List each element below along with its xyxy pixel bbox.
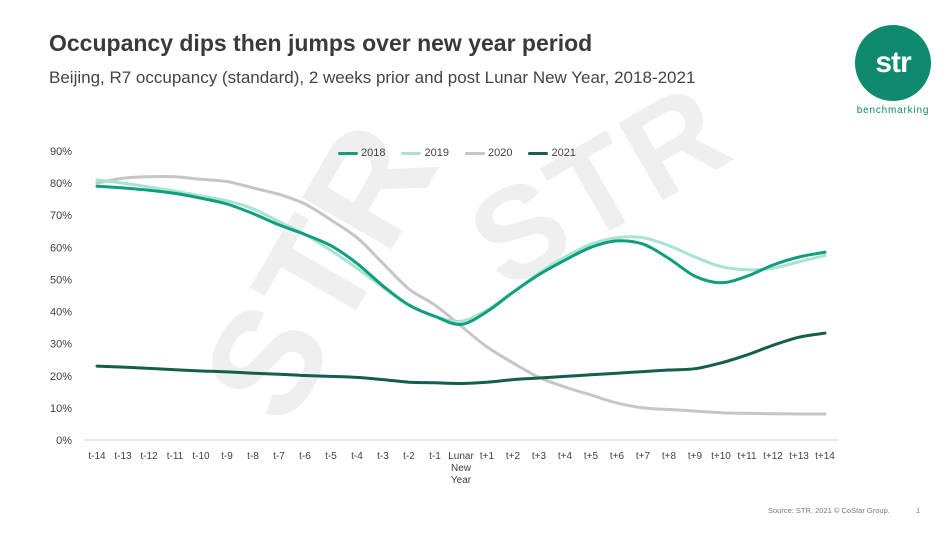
- chart-title: Occupancy dips then jumps over new year …: [49, 30, 593, 56]
- x-axis: t-14 t-13 t-12 t-11 t-10 t-9 t-8 t-7 t-6 t-5 t-4 t-…: [84, 439, 838, 486]
- x-tick-label: t+2: [506, 451, 521, 462]
- x-tick-label: t+14: [815, 451, 835, 462]
- x-tick-label: t+10: [711, 451, 731, 462]
- legend-item-2021: 2021: [528, 147, 576, 159]
- x-tick-label: t-11: [167, 451, 184, 462]
- series-lines: [95, 174, 827, 416]
- y-tick-label: 50%: [50, 274, 72, 286]
- legend-label: 2018: [361, 147, 386, 159]
- x-tick-label: t+5: [584, 451, 599, 462]
- y-tick-label: 80%: [50, 178, 72, 190]
- series-line-2019: [95, 178, 827, 323]
- legend-swatch: [528, 151, 549, 155]
- page-number: 1: [916, 506, 921, 515]
- legend-label: 2021: [551, 147, 576, 159]
- legend-item-2020: 2020: [464, 147, 513, 159]
- x-tick-label: t-10: [192, 451, 210, 462]
- legend-swatch: [464, 151, 485, 155]
- legend-item-2019: 2019: [401, 147, 449, 159]
- x-tick-label: t+13: [789, 451, 809, 462]
- x-tick-label: t-2: [403, 451, 415, 462]
- legend-label: 2020: [487, 147, 513, 159]
- y-tick-label: 90%: [50, 146, 72, 158]
- x-tick-label: t+8: [662, 451, 677, 462]
- x-tick-label: t+1: [480, 451, 495, 462]
- x-tick-label: t-7: [273, 451, 285, 462]
- x-tick-label: t+6: [610, 451, 625, 462]
- y-tick-label: 10%: [50, 403, 72, 415]
- x-tick-label: t-6: [299, 451, 311, 462]
- y-tick-label: 30%: [50, 339, 72, 351]
- y-tick-label: 60%: [50, 242, 72, 254]
- x-tick-label: t-13: [114, 451, 132, 462]
- x-tick-label: Lunar New Year: [448, 451, 474, 486]
- x-tick-label: t-4: [351, 451, 363, 462]
- y-tick-label: 70%: [50, 210, 72, 222]
- str-logo-tagline: benchmarking: [856, 105, 930, 116]
- chart-legend: 2018 2019 2020 2021: [338, 147, 576, 159]
- str-logo: str benchmarking: [855, 25, 931, 121]
- x-tick-label: t+9: [688, 451, 703, 462]
- x-tick-label: t-8: [247, 451, 259, 462]
- series-line-2018: [95, 184, 827, 326]
- legend-item-2018: 2018: [338, 147, 385, 159]
- x-tick-label: t+3: [532, 451, 547, 462]
- x-tick-label: t-5: [325, 451, 337, 462]
- x-tick-label: t+11: [738, 451, 757, 462]
- x-tick-label: t+12: [763, 451, 783, 462]
- x-tick-label: t+7: [636, 451, 651, 462]
- chart-subtitle: Beijing, R7 occupancy (standard), 2 week…: [49, 68, 696, 87]
- source-note: Source: STR. 2021 © CoStar Group.: [768, 506, 890, 515]
- x-tick-label: t+4: [558, 451, 573, 462]
- x-tick-label: t-14: [88, 451, 106, 462]
- x-tick-label: t-12: [140, 451, 158, 462]
- str-logo-mark: str: [855, 25, 931, 101]
- y-tick-label: 40%: [50, 307, 72, 319]
- y-tick-label: 0%: [56, 435, 72, 447]
- x-tick-label: t-9: [221, 451, 233, 462]
- legend-swatch: [338, 151, 358, 155]
- y-axis: 0% 10% 20% 30% 40% 50% 60% 70% 80% 90%: [50, 146, 72, 447]
- series-line-2021: [95, 331, 827, 386]
- legend-label: 2019: [424, 147, 449, 159]
- series-line-2020: [95, 174, 827, 416]
- legend-swatch: [401, 151, 422, 155]
- y-tick-label: 20%: [50, 371, 72, 383]
- x-tick-label: t-1: [429, 451, 441, 462]
- x-tick-label: t-3: [377, 451, 389, 462]
